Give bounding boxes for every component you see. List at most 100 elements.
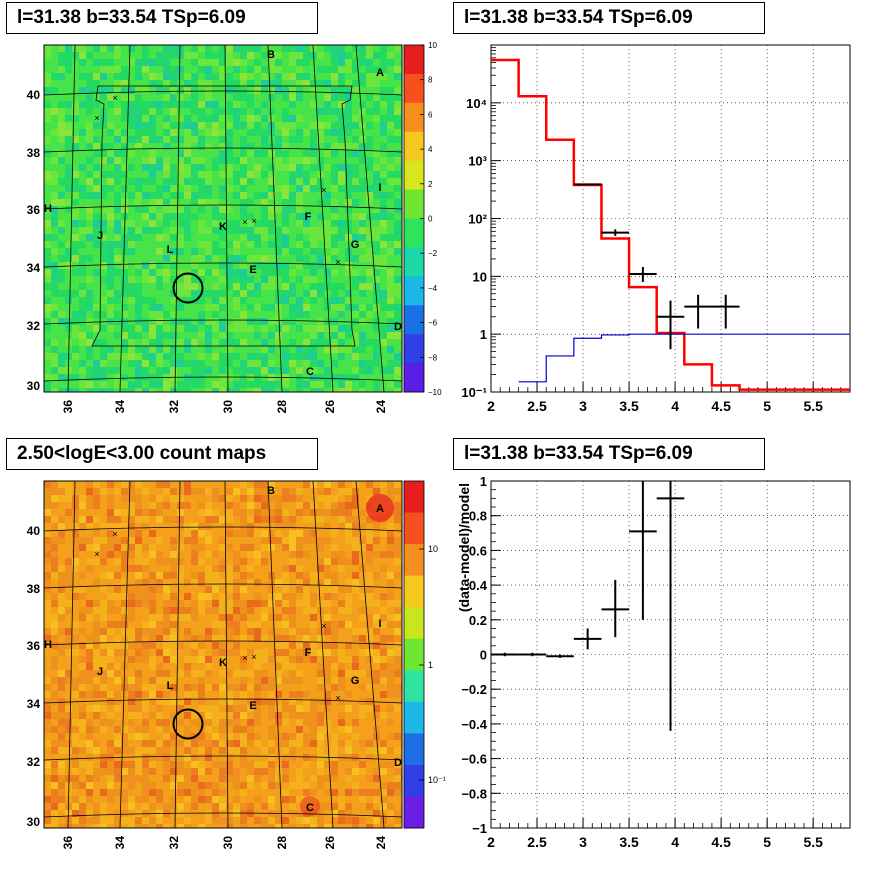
x-tick-label: 5 bbox=[763, 398, 771, 414]
x-tick-label: 28 bbox=[275, 836, 289, 850]
x-tick-label: 26 bbox=[323, 836, 337, 850]
graticule-longitude bbox=[119, 44, 131, 393]
source-label-l: L bbox=[167, 680, 174, 692]
source-label-c: C bbox=[306, 366, 314, 378]
y-tick-label: 32 bbox=[27, 755, 41, 769]
colorbar-label: 1 bbox=[428, 660, 433, 670]
source-marker: × bbox=[321, 185, 326, 195]
bright-source-c bbox=[300, 796, 320, 816]
x-tick-label: 5.5 bbox=[803, 834, 823, 850]
x-tick-label: 24 bbox=[374, 400, 388, 414]
source-marker: × bbox=[112, 529, 117, 539]
source-marker: × bbox=[242, 653, 247, 663]
source-marker: × bbox=[251, 216, 256, 226]
x-tick-label: 2.5 bbox=[527, 834, 547, 850]
colorbar-label: 10 bbox=[428, 544, 438, 554]
graticule-latitude bbox=[43, 526, 403, 532]
source-label-b: B bbox=[267, 485, 275, 497]
colorbar-segment bbox=[404, 733, 424, 766]
source-label-j: J bbox=[97, 666, 103, 678]
colorbar-segment bbox=[404, 363, 424, 393]
colorbar-label: 8 bbox=[428, 76, 433, 85]
target-circle bbox=[172, 272, 204, 304]
y-tick-label: 0.6 bbox=[469, 543, 487, 558]
x-tick-label: 28 bbox=[275, 400, 289, 414]
x-tick-label: 3.5 bbox=[619, 834, 639, 850]
y-tick-label: 1 bbox=[480, 327, 487, 342]
graticule-latitude bbox=[43, 319, 403, 325]
ratio-chart: 2 2.5 3 3.5 4 4.5 5 5.5 −1 −0.8 −0.6 −0.4 −0.2 0 0.2 0.… bbox=[456, 474, 851, 850]
graticule-latitude bbox=[43, 583, 403, 589]
colorbar-label: −8 bbox=[428, 353, 438, 362]
graticule-latitude bbox=[43, 90, 403, 96]
data-point bbox=[491, 652, 519, 657]
x-tick-label: 36 bbox=[61, 400, 75, 414]
spectrum-panel: 2 2.5 3 3.5 4 4.5 5 5.5 10⁻¹ 1 10 10² 10³ 10⁴ l=31.38… bbox=[448, 0, 896, 436]
residual-map-panel: A B C D E F G H I J K L × × × × × × 36 34 32 30 28 26 24 40 38 36 34… bbox=[0, 0, 448, 436]
colorbar-label: 10⁻¹ bbox=[428, 775, 446, 785]
source-label-a: A bbox=[376, 503, 384, 515]
colorbar-segment bbox=[404, 45, 424, 75]
source-marker: × bbox=[94, 113, 99, 123]
x-tick-label: 24 bbox=[374, 836, 388, 850]
colorbar-segment bbox=[404, 575, 424, 608]
graticule-latitude bbox=[43, 204, 403, 210]
source-label-k: K bbox=[219, 221, 227, 233]
colorbar-label: −10 bbox=[428, 388, 442, 397]
graticule-longitude bbox=[224, 480, 229, 829]
y-tick-label: −0.6 bbox=[461, 752, 487, 767]
source-label-d: D bbox=[394, 321, 402, 333]
source-marker: × bbox=[335, 257, 340, 267]
bright-source-a bbox=[366, 494, 394, 522]
colorbar-segment bbox=[404, 607, 424, 640]
colorbar-label: 2 bbox=[428, 180, 433, 189]
x-tick-label: 30 bbox=[221, 400, 235, 414]
source-marker: × bbox=[321, 621, 326, 631]
map-pixels bbox=[44, 45, 402, 392]
colorbar-segment bbox=[404, 247, 424, 277]
x-tick-label: 4.5 bbox=[711, 398, 731, 414]
graticule-longitude bbox=[224, 44, 229, 393]
data-point bbox=[629, 481, 657, 620]
x-tick-label: 2 bbox=[487, 398, 495, 414]
colorbar-segment bbox=[404, 334, 424, 364]
source-label-e: E bbox=[249, 264, 256, 276]
colorbar-segment bbox=[404, 638, 424, 671]
source-label-e: E bbox=[249, 700, 256, 712]
colorbar-segment bbox=[404, 701, 424, 734]
graticule-longitude bbox=[67, 480, 76, 829]
y-tick-label: 10² bbox=[468, 212, 487, 227]
graticule-longitude bbox=[174, 44, 181, 393]
x-tick-label: 36 bbox=[61, 836, 75, 850]
data-point bbox=[546, 654, 574, 658]
y-tick-label: 0.4 bbox=[469, 578, 488, 593]
x-tick-label: 3 bbox=[579, 834, 587, 850]
map-frame bbox=[43, 480, 403, 829]
source-label-a: A bbox=[376, 67, 384, 79]
colorbar-segment bbox=[404, 764, 424, 797]
x-tick-label: 2.5 bbox=[527, 398, 547, 414]
colorbar-segment bbox=[404, 276, 424, 306]
colorbar-segment bbox=[404, 102, 424, 133]
source-label-b: B bbox=[267, 49, 275, 61]
graticule-latitude bbox=[43, 262, 403, 268]
data-point bbox=[656, 481, 685, 731]
source-label-c: C bbox=[306, 802, 314, 814]
model-total-line bbox=[491, 58, 850, 391]
spectrum-chart: 2 2.5 3 3.5 4 4.5 5 5.5 10⁻¹ 1 10 10² 10³ 10⁴ bbox=[461, 44, 851, 414]
roi-outline bbox=[91, 85, 356, 347]
y-tick-label: 32 bbox=[27, 319, 41, 333]
residual-map-title: l=31.38 b=33.54 TSp=6.09 bbox=[6, 2, 318, 34]
graticule-longitude bbox=[267, 480, 283, 829]
colorbar-segment bbox=[404, 481, 424, 514]
map-frame bbox=[43, 44, 403, 393]
x-tick-label: 4 bbox=[671, 398, 679, 414]
x-tick-label: 34 bbox=[113, 400, 127, 414]
x-tick-label: 5 bbox=[763, 834, 771, 850]
x-tick-label: 3 bbox=[579, 398, 587, 414]
x-tick-label: 32 bbox=[167, 836, 181, 850]
colorbar-frame bbox=[403, 480, 425, 829]
graticule-longitude bbox=[174, 480, 181, 829]
data-point bbox=[518, 652, 547, 657]
